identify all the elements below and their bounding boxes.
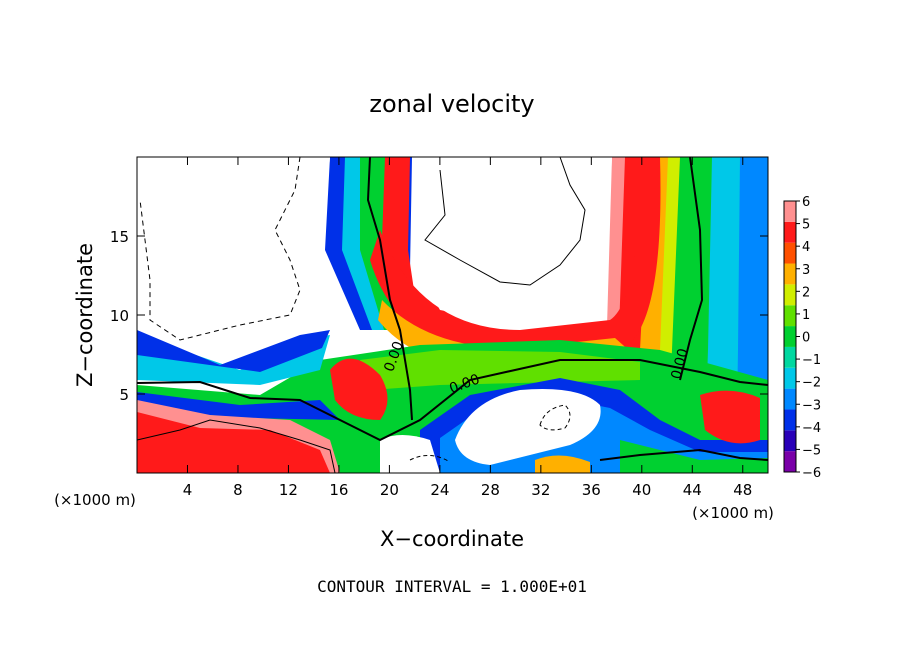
colorbar-swatch	[784, 430, 796, 452]
colorbar-swatch	[784, 201, 796, 222]
shear-red-core	[137, 412, 330, 473]
colorbar-swatch	[784, 367, 796, 389]
lower-green-band	[620, 440, 768, 473]
colorbar-tick-label: −2	[802, 376, 821, 391]
x-tick-label: 36	[582, 481, 601, 499]
arc-red	[370, 157, 661, 360]
void-upper-left	[137, 157, 330, 340]
y-axis-label: Z−coordinate	[73, 243, 97, 387]
x-tick-label: 12	[279, 481, 298, 499]
right-junction-red	[700, 390, 760, 444]
colorbar-tick-label: −1	[802, 353, 821, 368]
void-bottom-mid	[380, 435, 440, 473]
colorbar: −6 −5 −4 −3 −2 −1 0 1 2 3 4 5 6	[783, 195, 821, 481]
y-axis: 5 10 15	[110, 228, 768, 404]
colorbar-tick-label: 3	[802, 263, 810, 278]
x-tick-label: 32	[531, 481, 550, 499]
zero-contour-right	[679, 157, 704, 381]
colorbar-swatch	[784, 284, 796, 306]
shear-cyan	[137, 335, 330, 385]
x-tick-label: 16	[329, 481, 348, 499]
colorbar-tick-label: −6	[802, 466, 821, 481]
colorbar-tick-label: 5	[802, 218, 810, 233]
x-unit-label: (×1000 m)	[692, 504, 774, 522]
colorbar-swatch	[784, 326, 796, 347]
x-tick-label: 48	[733, 481, 752, 499]
x-tick-label: 44	[683, 481, 702, 499]
colorbar-swatch	[784, 221, 796, 243]
colorbar-swatch	[784, 451, 796, 472]
zero-contour-lower	[599, 448, 768, 461]
colorbar-tick-label: 0	[802, 331, 810, 346]
x-tick-label: 28	[481, 481, 500, 499]
colorbar-tick-label: −4	[802, 421, 821, 436]
negative-contour-center	[539, 404, 571, 431]
contour-label-right: 0.00	[668, 347, 692, 381]
colorbar-swatch	[784, 346, 796, 368]
x-tick-label: 24	[430, 481, 449, 499]
void-center	[455, 389, 601, 465]
left-junction-red	[330, 358, 388, 420]
bottom-orange-blob	[535, 455, 590, 473]
void-upper-center	[412, 157, 612, 325]
colorbar-swatch	[784, 263, 796, 285]
negative-contour-bottom	[409, 455, 451, 463]
colorbar-swatch	[784, 242, 796, 264]
colorbar-tick-label: −3	[802, 398, 821, 413]
x-tick-label: 40	[632, 481, 651, 499]
colorbar-tick-label: 6	[802, 195, 810, 210]
colorbar-tick-label: 4	[802, 240, 810, 255]
colorbar-swatch	[784, 388, 796, 410]
colorbar-swatch	[784, 305, 796, 327]
colorbar-tick-label: 1	[802, 308, 810, 323]
x-tick-label: 20	[380, 481, 399, 499]
velocity-field	[137, 157, 768, 473]
colorbar-swatch	[784, 409, 796, 431]
colorbar-tick-label: 2	[802, 285, 810, 300]
x-axis-label: X−coordinate	[380, 527, 524, 551]
y-tick-label: 15	[110, 228, 129, 246]
x-tick-label: 8	[233, 481, 243, 499]
zero-contour-left	[366, 157, 413, 421]
y-tick-label: 5	[119, 386, 129, 404]
colorbar-tick-label: −5	[802, 443, 821, 458]
contours	[137, 157, 768, 473]
chart-title: zonal velocity	[369, 90, 534, 118]
shear-blue-top	[137, 330, 330, 372]
y-tick-label: 10	[110, 307, 129, 325]
x-axis: 4 8 12 16 20 24 28 32 36 40 44 48	[183, 157, 752, 499]
positive-contour-lower	[137, 419, 336, 473]
y-unit-label: (×1000 m)	[54, 491, 136, 509]
zero-contour-shear	[137, 359, 768, 442]
x-tick-label: 4	[183, 481, 193, 499]
contour-interval-note: CONTOUR INTERVAL = 1.000E+01	[317, 577, 587, 596]
positive-contour-upper	[424, 157, 586, 286]
